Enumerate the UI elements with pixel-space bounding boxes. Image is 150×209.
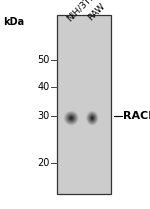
Ellipse shape (88, 113, 97, 124)
Ellipse shape (65, 112, 77, 124)
Text: 50: 50 (37, 55, 50, 65)
Text: RAW: RAW (86, 2, 107, 23)
Text: 20: 20 (37, 158, 50, 168)
Ellipse shape (91, 116, 94, 120)
Ellipse shape (91, 117, 93, 119)
Ellipse shape (88, 113, 96, 123)
Ellipse shape (67, 114, 76, 122)
Ellipse shape (68, 115, 75, 122)
Ellipse shape (89, 115, 95, 122)
Ellipse shape (71, 117, 72, 119)
Text: kDa: kDa (3, 17, 24, 27)
Ellipse shape (64, 111, 78, 125)
Ellipse shape (64, 111, 79, 125)
Ellipse shape (86, 111, 98, 125)
Ellipse shape (69, 116, 73, 120)
Ellipse shape (89, 114, 96, 122)
Ellipse shape (66, 113, 77, 124)
Text: NIH/3T3: NIH/3T3 (65, 0, 97, 23)
Text: 30: 30 (37, 111, 50, 121)
Text: 40: 40 (37, 82, 50, 92)
Ellipse shape (68, 115, 74, 121)
Text: RACK1: RACK1 (123, 111, 150, 121)
Ellipse shape (90, 115, 95, 121)
Ellipse shape (70, 117, 72, 119)
Ellipse shape (69, 116, 74, 121)
Ellipse shape (66, 113, 76, 123)
Ellipse shape (90, 116, 94, 121)
Ellipse shape (92, 117, 93, 119)
Ellipse shape (87, 111, 98, 125)
Bar (57, 15, 111, 194)
Ellipse shape (87, 112, 97, 124)
